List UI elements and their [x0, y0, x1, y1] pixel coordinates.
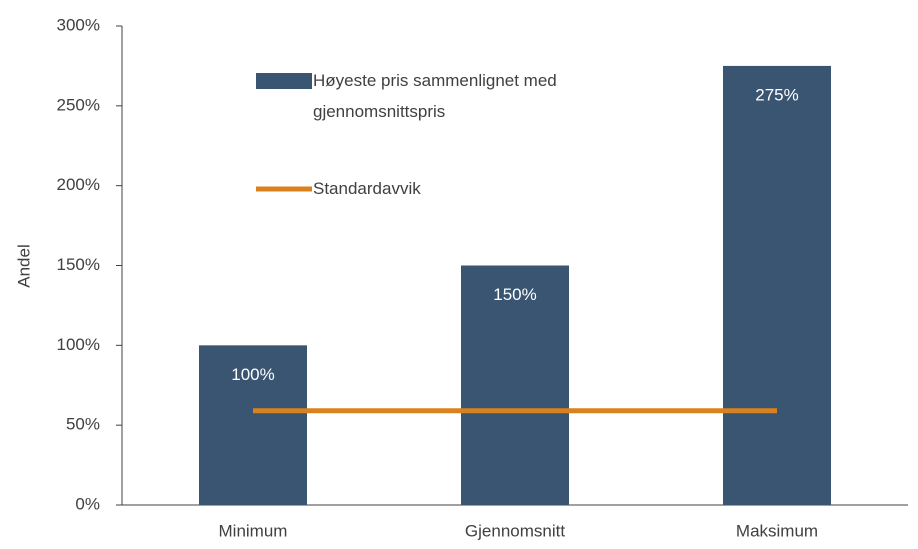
- y-tick-label: 100%: [57, 335, 100, 354]
- data-label: 275%: [755, 85, 798, 104]
- y-tick-label: 250%: [57, 95, 100, 114]
- y-tick-label: 150%: [57, 255, 100, 274]
- y-tick-label: 0%: [75, 494, 100, 513]
- legend-swatch: [256, 73, 312, 89]
- bar: [461, 265, 569, 505]
- y-tick-label: 300%: [57, 15, 100, 34]
- bar: [199, 345, 307, 505]
- data-label: 150%: [493, 285, 536, 304]
- x-tick-label: Minimum: [219, 521, 288, 540]
- legend-label: Standardavvik: [313, 179, 421, 198]
- y-axis-label: Andel: [14, 244, 33, 287]
- bar: [723, 65, 831, 506]
- data-label: 100%: [231, 365, 274, 384]
- legend-label: Høyeste pris sammenlignet med gjennomsni…: [313, 71, 557, 121]
- x-tick-label: Gjennomsnitt: [465, 521, 565, 540]
- y-tick-label: 50%: [66, 415, 100, 434]
- y-tick-label: 200%: [57, 175, 100, 194]
- x-tick-label: Maksimum: [736, 521, 818, 540]
